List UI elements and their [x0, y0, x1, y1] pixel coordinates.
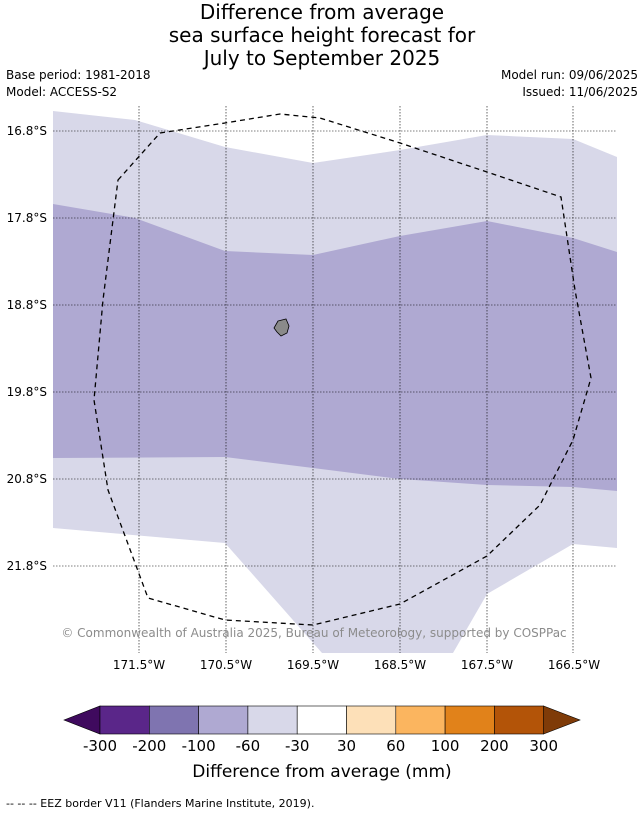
colorbar-cell	[149, 705, 199, 735]
model-name: Model: ACCESS-S2	[6, 85, 118, 99]
colorbar-cell	[494, 705, 544, 735]
colorbar-arrow-high	[543, 705, 581, 735]
colorbar-cell	[99, 705, 150, 735]
lat-label: 20.8°S	[7, 472, 47, 486]
colorbar-tick-label: 30	[336, 737, 357, 755]
colorbar-cell	[444, 705, 495, 735]
lon-label: 169.5°W	[287, 658, 339, 672]
title-line-2: sea surface height forecast for	[168, 23, 476, 47]
colorbar-cell	[198, 705, 249, 735]
colorbar-tick-label: 300	[529, 737, 559, 755]
lon-label: 170.5°W	[200, 658, 252, 672]
lat-label: 19.8°S	[7, 385, 47, 399]
lon-label: 168.5°W	[374, 658, 426, 672]
lat-label: 16.8°S	[7, 124, 47, 138]
colorbar-tick-label: -200	[132, 737, 167, 755]
colorbar-cell	[296, 705, 347, 735]
title-line-1: Difference from average	[199, 0, 445, 24]
colorbar-tick-label: -30	[284, 737, 310, 755]
colorbar-cell	[247, 705, 298, 735]
issued-date: Issued: 11/06/2025	[522, 85, 638, 99]
colorbar-tick-label: -300	[82, 737, 118, 755]
colorbar-tick-label: -100	[181, 737, 216, 755]
lat-label: 21.8°S	[7, 559, 47, 573]
island-shape	[273, 318, 290, 337]
eez-legend-note: -- -- -- EEZ border V11 (Flanders Marine…	[6, 797, 315, 810]
colorbar-tick-label: 60	[386, 737, 406, 755]
base-period: Base period: 1981-2018	[6, 68, 151, 82]
colorbar-title: Difference from average (mm)	[192, 762, 452, 782]
lat-label: 17.8°S	[7, 211, 47, 225]
colorbar	[63, 705, 581, 735]
colorbar-tick-label: 100	[430, 737, 460, 755]
anomaly-region-medium	[53, 204, 617, 491]
colorbar-arrow-low	[63, 705, 101, 735]
colorbar-tick-label: -60	[235, 737, 261, 755]
colorbar-cell	[346, 705, 397, 735]
model-run-date: Model run: 09/06/2025	[500, 68, 638, 82]
title-line-3: July to September 2025	[203, 46, 441, 70]
colorbar-tick-label: 200	[480, 737, 509, 755]
sea-height-map: 16.8°S 17.8°S 18.8°S 19.8°S 20.8°S 21.8°…	[7, 106, 617, 672]
lon-label: 166.5°W	[548, 658, 600, 672]
colorbar-cell	[395, 705, 446, 735]
lat-label: 18.8°S	[7, 298, 47, 312]
eez-border	[93, 113, 592, 626]
lon-label: 171.5°W	[113, 658, 165, 672]
copyright-notice: © Commonwealth of Australia 2025, Bureau…	[61, 626, 566, 640]
lon-label: 167.5°W	[461, 658, 513, 672]
grid-lines	[53, 106, 617, 653]
